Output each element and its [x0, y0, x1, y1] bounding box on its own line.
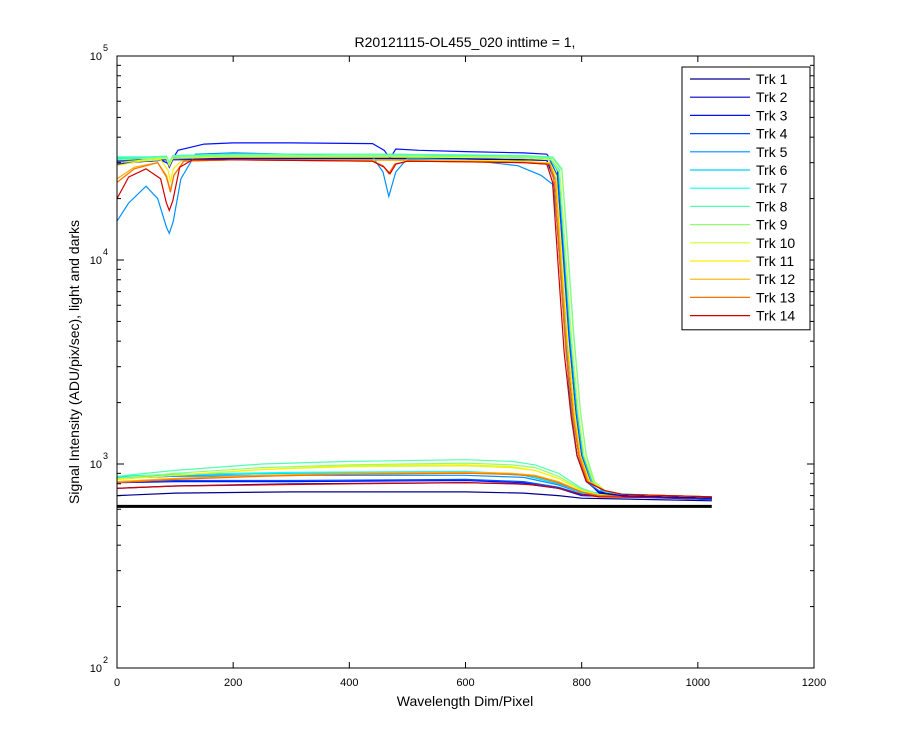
y-tick-label-base: 10	[90, 255, 102, 267]
y-tick-label-exponent: 5	[103, 43, 108, 53]
y-axis-title: Signal Intensity (ADU/pix/sec), light an…	[66, 220, 82, 504]
legend-box	[681, 66, 811, 331]
x-tick-label: 600	[456, 677, 474, 689]
y-tick-label-exponent: 4	[103, 247, 108, 257]
series-line-trk-1-dark	[116, 491, 712, 502]
y-tick-label-base: 10	[90, 663, 102, 675]
legend-label-trk-10: Trk 10	[756, 235, 795, 251]
legend-label-trk-14: Trk 14	[756, 308, 795, 324]
series-line-trk-9-light	[116, 155, 712, 498]
series-line-trk-10-light	[116, 156, 712, 498]
legend-label-trk-12: Trk 12	[756, 271, 795, 287]
legend-label-trk-3: Trk 3	[756, 107, 788, 123]
legend-label-trk-5: Trk 5	[756, 144, 788, 160]
series-line-trk-13-dark	[116, 472, 712, 498]
series-line-trk-9-dark	[116, 462, 712, 498]
x-tick-label: 200	[224, 677, 242, 689]
legend-label-trk-2: Trk 2	[756, 89, 788, 105]
legend-label-trk-4: Trk 4	[756, 126, 788, 142]
legend-label-trk-6: Trk 6	[756, 162, 788, 178]
y-tick-label-base: 10	[90, 51, 102, 63]
y-tick-label-exponent: 3	[103, 451, 108, 461]
series-line-trk-3-dark	[116, 479, 712, 501]
legend-label-trk-1: Trk 1	[756, 71, 788, 87]
x-tick-label: 1200	[802, 677, 826, 689]
x-tick-label: 800	[572, 677, 590, 689]
legend-label-trk-11: Trk 11	[756, 253, 794, 269]
legend-label-trk-8: Trk 8	[756, 198, 788, 214]
series-layer	[116, 142, 712, 508]
x-tick-label: 400	[340, 677, 358, 689]
legend: Trk 1 Trk 2 Trk 3 Trk 4 Trk 5 Trk 6 Trk 7 Trk 8…	[681, 66, 811, 331]
series-line-trk-8-dark	[116, 459, 712, 498]
x-axis-title: Wavelength Dim/Pixel	[397, 693, 533, 709]
legend-label-trk-9: Trk 9	[756, 217, 788, 233]
series-line-trk-14-dark	[116, 482, 712, 499]
x-tick-label: 0	[114, 677, 120, 689]
y-tick-label-exponent: 2	[103, 655, 108, 665]
legend-label-trk-13: Trk 13	[756, 289, 795, 305]
series-line-trk-14-light	[116, 159, 712, 498]
x-tick-label: 1000	[686, 677, 710, 689]
chart-title: R20121115-OL455_020 inttime = 1,	[355, 34, 576, 50]
legend-label-trk-7: Trk 7	[756, 180, 788, 196]
series-line-trk-11-light	[116, 159, 712, 498]
y-tick-label-base: 10	[90, 459, 102, 471]
series-line-trk-11-dark	[116, 464, 712, 498]
